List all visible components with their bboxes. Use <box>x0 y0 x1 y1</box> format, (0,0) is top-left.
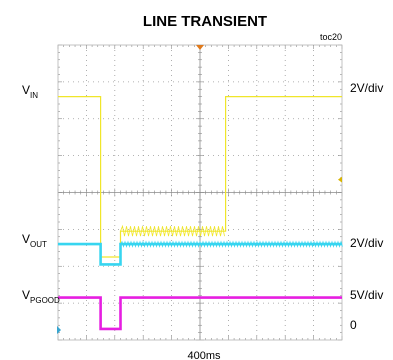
scale-label-vpgood: 5V/div <box>350 288 383 302</box>
waveform-traces <box>58 95 343 331</box>
figure-number: toc20 <box>320 32 342 42</box>
scale-label-vout: 2V/div <box>350 236 383 250</box>
trigger-position-marker <box>196 45 204 50</box>
scope-markers <box>57 45 342 334</box>
vin-ripple <box>120 224 225 237</box>
channel-label-vpgood: VPGOOD <box>22 288 60 305</box>
trace-vpgood <box>58 296 342 331</box>
channel-label-vout: VOUT <box>22 232 47 249</box>
scale-label-vin: 2V/div <box>350 81 383 95</box>
ground-marker <box>57 326 61 334</box>
zero-label: 0 <box>350 318 357 332</box>
channel-label-vin: VIN <box>22 83 38 100</box>
chart-title: LINE TRANSIENT <box>143 13 267 30</box>
time-scale-label: 400ms <box>187 350 221 360</box>
trigger-level-marker <box>338 176 342 183</box>
vout-ripple <box>120 240 343 248</box>
